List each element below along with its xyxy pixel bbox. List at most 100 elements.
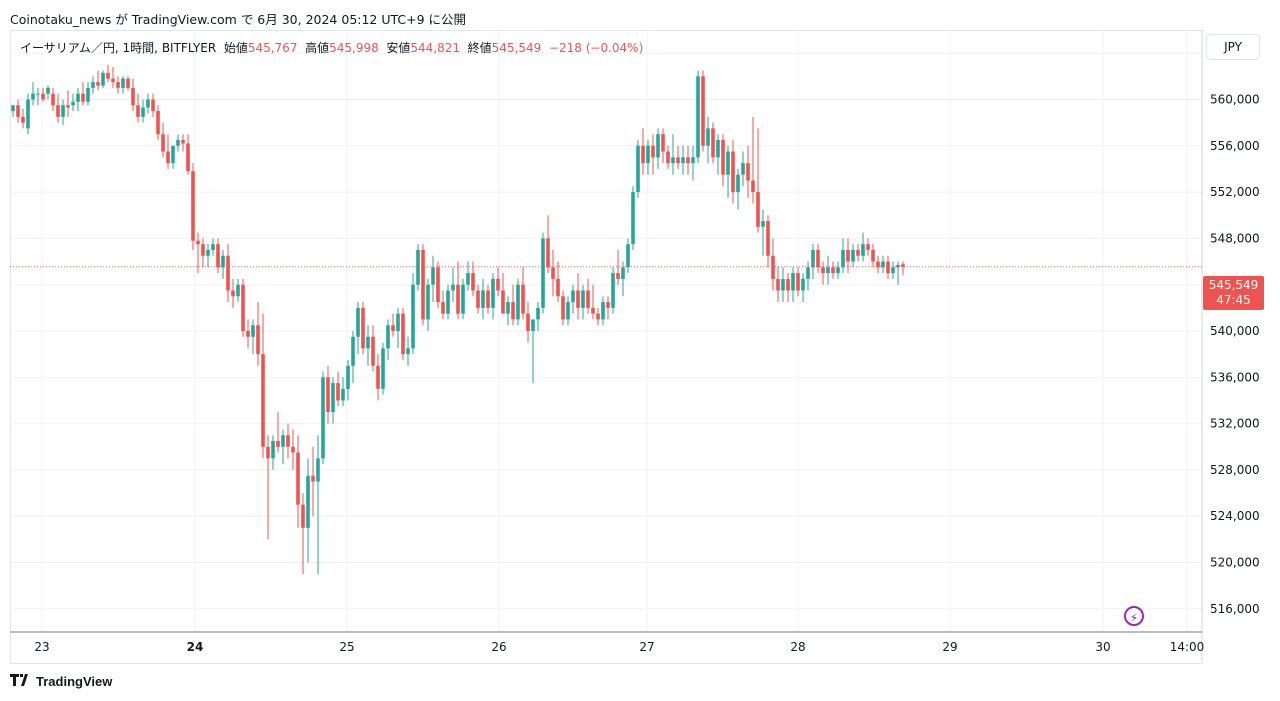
candle-body <box>186 143 190 172</box>
candle-body <box>826 267 830 274</box>
candle-body <box>341 388 345 401</box>
tradingview-mark-icon <box>10 674 32 689</box>
candle-body <box>131 87 135 106</box>
candle-body <box>516 284 520 320</box>
candle-body <box>76 93 80 102</box>
candle-body <box>66 105 70 108</box>
candle-body <box>526 313 530 331</box>
tradingview-logo[interactable]: TradingView <box>10 674 112 689</box>
candle-body <box>136 105 140 117</box>
candle-body <box>756 192 760 227</box>
candle-body <box>861 244 865 256</box>
candle-body <box>361 307 365 349</box>
currency-button[interactable]: JPY <box>1206 34 1260 60</box>
candle-body <box>611 273 615 308</box>
candle-body <box>251 325 255 337</box>
candle-body <box>356 307 360 337</box>
candle-body <box>141 107 145 117</box>
candle-body <box>606 302 610 308</box>
legend-symbol: イーサリアム／円, 1時間, BITFLYER <box>20 41 217 55</box>
candle-body <box>666 151 670 164</box>
candle-body <box>426 284 430 320</box>
candle-body <box>286 435 290 447</box>
candle-body <box>436 267 440 303</box>
candle-body <box>741 163 745 175</box>
price-tick-label: 536,000 <box>1210 370 1260 384</box>
candle-body <box>171 145 175 164</box>
candle-body <box>571 290 575 303</box>
tradingview-brand: TradingView <box>36 674 113 689</box>
candle-body <box>796 273 800 291</box>
candle-body <box>856 249 860 256</box>
candle-body <box>31 93 35 100</box>
candle-body <box>281 435 285 447</box>
candle-body <box>656 134 660 158</box>
candle-body <box>601 302 605 320</box>
candle-body <box>476 290 480 308</box>
candle-body <box>166 151 170 164</box>
candle-body <box>306 475 310 528</box>
candle-body <box>811 249 815 268</box>
candle-body <box>296 452 300 505</box>
candle-body <box>636 145 640 193</box>
candle-body <box>371 336 375 366</box>
candle-body <box>16 105 20 117</box>
legend-change-value: −218 (−0.04%) <box>548 41 644 55</box>
last-price-value: 545,549 <box>1208 278 1259 292</box>
candle-body <box>556 278 560 297</box>
candle-body <box>406 348 410 355</box>
candle-body <box>871 249 875 262</box>
candle-body <box>876 261 880 268</box>
candle-body <box>71 101 75 106</box>
candle-body <box>626 244 630 268</box>
candle-body <box>381 348 385 389</box>
candle-body <box>661 134 665 152</box>
candle-body <box>791 273 795 291</box>
candle-body <box>851 249 855 262</box>
candle-body <box>446 290 450 314</box>
candle-body <box>866 244 870 250</box>
candle-body <box>831 267 835 274</box>
candle-body <box>241 284 245 331</box>
candle-body <box>706 128 710 146</box>
candle-body <box>206 249 210 256</box>
bar-countdown: 47:45 <box>1216 293 1251 307</box>
candle-body <box>836 267 840 274</box>
candle-body <box>246 331 250 337</box>
candle-body <box>156 111 160 135</box>
candle-body <box>596 313 600 320</box>
candle-body <box>746 163 750 181</box>
candle-body <box>471 273 475 291</box>
candle-body <box>21 116 25 123</box>
candle-body <box>561 296 565 320</box>
candle-body <box>581 290 585 308</box>
candle-body <box>221 255 225 268</box>
last-price-tag: 545,549 47:45 <box>1203 276 1264 310</box>
price-tick-label: 556,000 <box>1210 139 1260 153</box>
candle-body <box>111 78 115 83</box>
candle-body <box>191 171 195 241</box>
time-axis: 23 24 25 26 27 28 29 30 14:00 <box>34 640 1204 654</box>
candle-body <box>386 325 390 349</box>
candle-body <box>786 278 790 291</box>
candle-body <box>766 221 770 256</box>
price-tick-label: 540,000 <box>1210 324 1260 338</box>
legend-high-value: 545,998 <box>329 41 379 55</box>
candle-body <box>276 440 280 447</box>
candle-body <box>671 157 675 164</box>
candle-body <box>411 284 415 349</box>
candle-body <box>616 273 620 279</box>
lightning-bolt-icon[interactable]: ⚡ <box>1124 606 1144 626</box>
candle-body <box>576 290 580 308</box>
candle-body <box>751 180 755 193</box>
candle-body <box>781 278 785 291</box>
publication-caption: Coinotaku_news が TradingView.com で 6月 30… <box>10 12 467 27</box>
candle-body <box>346 365 350 389</box>
candle-body <box>586 290 590 308</box>
candle-body <box>56 105 60 117</box>
candle-body <box>676 157 680 164</box>
candle-body <box>691 157 695 164</box>
candle-body <box>226 255 230 291</box>
candle-body <box>736 174 740 193</box>
